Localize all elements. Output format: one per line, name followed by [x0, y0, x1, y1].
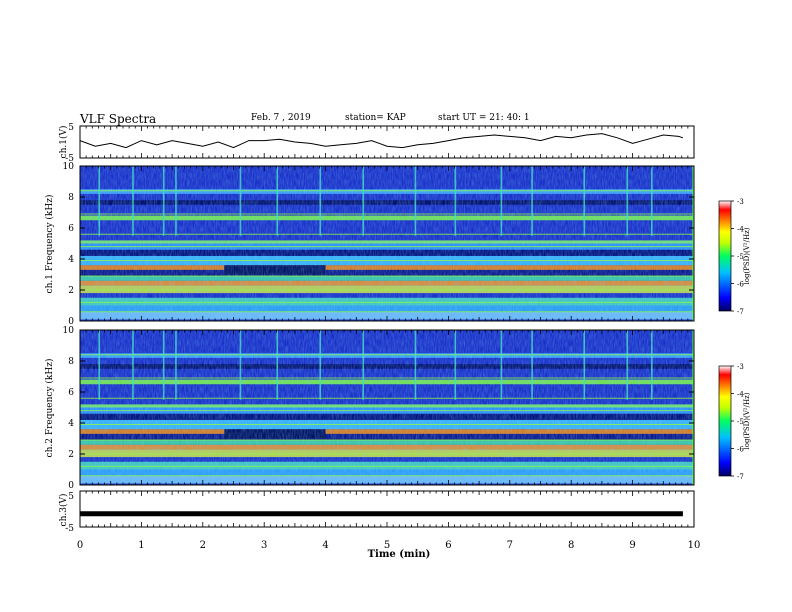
ch1-colorbar-label: log(PSD)(V²/Hz): [743, 227, 751, 284]
freq-tick-label: 6: [68, 388, 74, 398]
ch1-colorbar-gradient: [718, 200, 732, 312]
freq-tick-label: 0: [68, 317, 74, 327]
ch1-voltage-line: [79, 133, 684, 149]
colorbar-tick-label: -6: [737, 446, 744, 454]
colorbar-tick-label: -7: [737, 473, 744, 481]
ch1-freq-ylabel: ch.1 Frequency (kHz): [44, 195, 55, 294]
colorbar-tick-label: -5: [737, 253, 744, 261]
time-tick-label: 5: [384, 540, 390, 551]
ch1-spectrogram-yticks: 0 2 4 6 8 10: [63, 162, 694, 327]
time-axis-label: Time (min): [368, 549, 431, 560]
ch1-colorbar-ticks: -3 -4 -5 -6 -7: [731, 198, 744, 316]
ch2-freq-ylabel: ch.2 Frequency (kHz): [44, 359, 55, 458]
ch2-colorbar: -3 -4 -5 -6 -7 log(PSD)(V²/Hz): [718, 363, 751, 481]
ch3-voltage-panel: 5 -5 ch.3(V): [58, 490, 695, 534]
freq-tick-label: 8: [68, 357, 74, 367]
time-tick-label: 3: [261, 540, 267, 551]
ch2-colorbar-label: log(PSD)(V²/Hz): [743, 392, 751, 449]
ch2-colorbar-gradient: [718, 365, 732, 477]
freq-tick-label: 2: [68, 450, 74, 460]
time-tick-label: 2: [200, 540, 206, 551]
figure-title: VLF Spectra: [80, 112, 157, 126]
station-label: station= KAP: [345, 113, 406, 123]
time-tick-label: 1: [138, 540, 144, 551]
time-tick-label: 9: [629, 540, 635, 551]
freq-tick-label: 4: [68, 419, 74, 429]
ch1-colorbar: -3 -4 -5 -6 -7 log(PSD)(V²/Hz): [718, 198, 751, 316]
freq-tick-label: 10: [63, 162, 75, 172]
ch3-ytick-top: 5: [68, 492, 74, 502]
freq-tick-label: 6: [68, 224, 74, 234]
freq-tick-label: 10: [63, 326, 75, 336]
time-tick-label: 7: [507, 540, 513, 551]
colorbar-tick-label: -4: [737, 391, 744, 399]
time-tick-label: 6: [445, 540, 451, 551]
freq-tick-label: 2: [68, 286, 74, 296]
ch1-ytick-top: 5: [68, 123, 74, 133]
time-tick-label: 8: [568, 540, 574, 551]
time-tick-label: 4: [322, 540, 328, 551]
freq-tick-label: 8: [68, 193, 74, 203]
ch1-ylabel: ch.1(V): [58, 126, 69, 159]
date-label: Feb. 7 , 2019: [251, 113, 311, 123]
ch3-ytick-bottom: -5: [65, 524, 74, 534]
time-tick-label: 10: [688, 540, 701, 551]
freq-tick-label: 0: [68, 481, 74, 491]
ch3-ylabel: ch.3(V): [58, 494, 69, 527]
ch1-voltage-panel: 5 -5 ch.1(V): [58, 123, 695, 164]
ch2-spectrogram-panel: 0 2 4 6 8 10 ch.2 Frequency (kHz): [44, 326, 695, 491]
ch2-spectrogram-noise: [80, 330, 694, 485]
ch2-spectrogram-yticks: 0 2 4 6 8 10: [63, 326, 694, 491]
ch1-spectrogram-noise: [80, 166, 694, 321]
colorbar-tick-label: -3: [737, 363, 744, 371]
ch1-spectrogram-panel: 0 2 4 6 8 10 ch.1 Frequency (kHz): [44, 162, 695, 327]
ch2-colorbar-ticks: -3 -4 -5 -6 -7: [731, 363, 744, 481]
time-tick-label: 0: [77, 540, 83, 551]
colorbar-tick-label: -7: [737, 308, 744, 316]
time-axis: 0 1 2 3 4 5 6 7 8 9 10: [77, 126, 701, 551]
ch1-ytick-bottom: -5: [65, 154, 74, 164]
start-time-label: start UT = 21: 40: 1: [438, 113, 530, 123]
colorbar-tick-label: -4: [737, 226, 744, 234]
colorbar-tick-label: -5: [737, 418, 744, 426]
freq-tick-label: 4: [68, 255, 74, 265]
ch3-voltage-frame: [79, 490, 695, 528]
colorbar-tick-label: -3: [737, 198, 744, 206]
colorbar-tick-label: -6: [737, 281, 744, 289]
